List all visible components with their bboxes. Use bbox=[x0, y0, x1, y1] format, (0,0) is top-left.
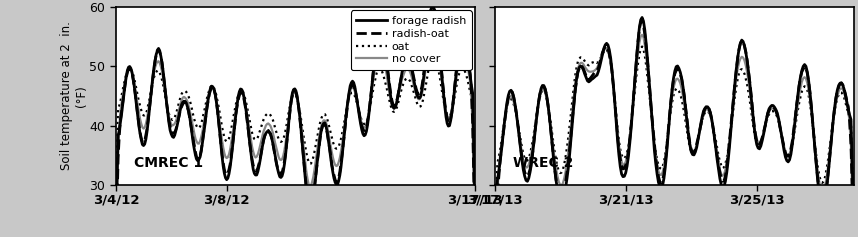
radish-oat bbox=[427, 5, 438, 8]
radish-oat bbox=[197, 141, 208, 143]
Text: CMREC 1: CMREC 1 bbox=[134, 156, 202, 170]
Line: oat: oat bbox=[116, 56, 474, 212]
oat bbox=[198, 112, 208, 115]
no cover bbox=[198, 123, 208, 126]
radish-oat bbox=[337, 153, 347, 156]
no cover bbox=[197, 130, 208, 133]
no cover bbox=[248, 150, 258, 153]
oat bbox=[428, 55, 438, 58]
radish-oat bbox=[469, 232, 480, 235]
forage radish bbox=[337, 155, 347, 158]
Line: no cover: no cover bbox=[116, 30, 474, 237]
oat bbox=[111, 211, 121, 214]
oat bbox=[469, 206, 480, 209]
forage radish bbox=[305, 209, 315, 211]
Line: radish-oat: radish-oat bbox=[116, 7, 474, 237]
forage radish bbox=[198, 133, 208, 136]
oat bbox=[197, 118, 208, 121]
radish-oat bbox=[198, 132, 208, 134]
oat bbox=[337, 132, 347, 135]
no cover bbox=[428, 29, 438, 32]
radish-oat bbox=[248, 164, 258, 167]
forage radish bbox=[248, 168, 258, 171]
forage radish bbox=[111, 228, 121, 231]
oat bbox=[248, 136, 258, 138]
Text: WREC 2: WREC 2 bbox=[512, 156, 573, 170]
forage radish bbox=[469, 204, 480, 206]
oat bbox=[305, 162, 315, 165]
forage radish bbox=[130, 95, 141, 98]
no cover bbox=[130, 90, 141, 92]
Line: forage radish: forage radish bbox=[116, 7, 474, 229]
Legend: forage radish, radish-oat, oat, no cover: forage radish, radish-oat, oat, no cover bbox=[351, 10, 472, 70]
oat bbox=[130, 83, 141, 86]
radish-oat bbox=[305, 203, 315, 206]
radish-oat bbox=[130, 94, 141, 96]
Y-axis label: Soil temperature at 2  in.
(°F): Soil temperature at 2 in. (°F) bbox=[60, 22, 88, 170]
forage radish bbox=[428, 5, 438, 8]
forage radish bbox=[197, 142, 208, 145]
no cover bbox=[469, 234, 480, 237]
no cover bbox=[305, 185, 315, 187]
no cover bbox=[337, 143, 347, 146]
